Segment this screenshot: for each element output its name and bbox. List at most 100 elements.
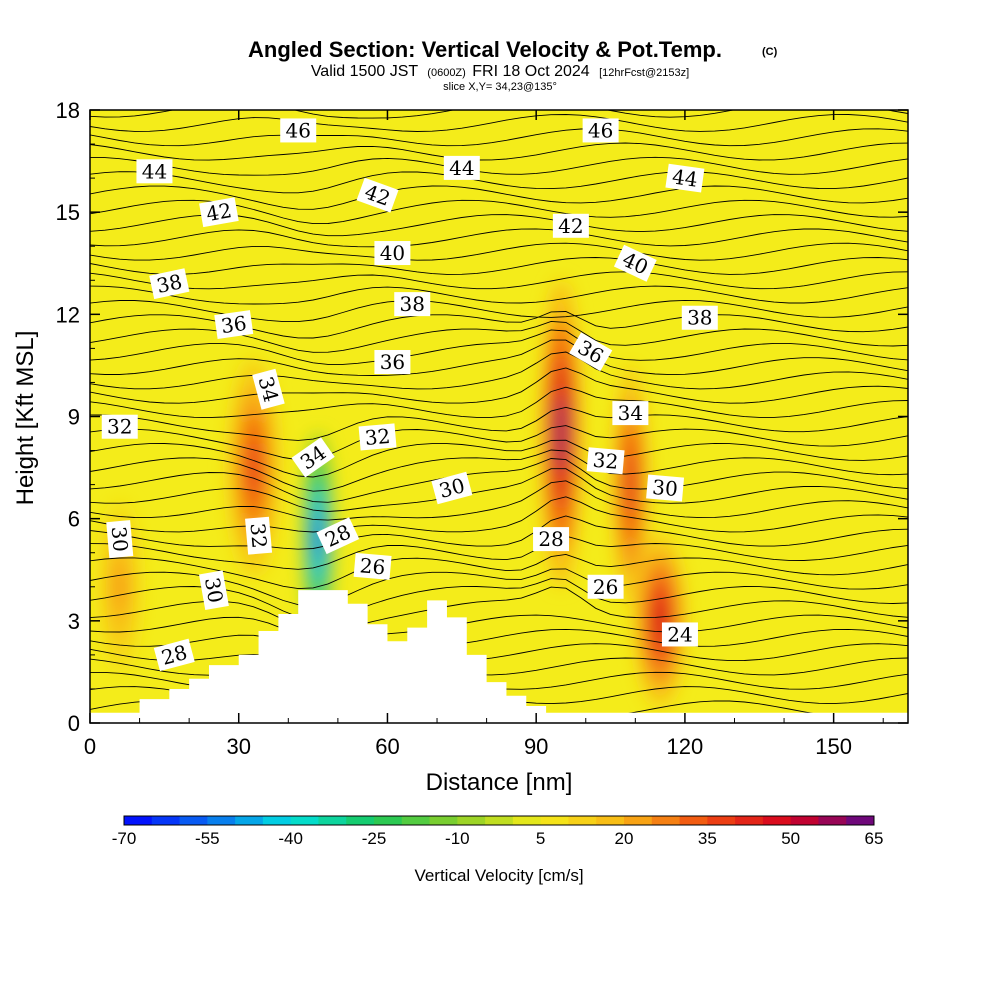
y-tick-label: 9 — [68, 405, 80, 430]
isentrope-line — [90, 171, 908, 194]
contour-label-text: 38 — [154, 269, 184, 298]
isentrope-line — [90, 329, 908, 365]
isentrope-line — [90, 496, 908, 533]
contour-label: 40 — [374, 241, 411, 266]
velocity-cell — [635, 535, 685, 706]
contour-label: 44 — [136, 159, 173, 184]
velocity-contour-band — [556, 395, 566, 472]
y-tick-label: 15 — [56, 200, 80, 225]
colorbar-frame — [123, 815, 875, 826]
isentrope-line — [90, 568, 908, 607]
colorbar-segment — [512, 816, 542, 825]
contour-label-box — [252, 368, 285, 410]
colorbar-segment — [540, 816, 569, 825]
contour-label-text: 30 — [651, 475, 678, 501]
contour-label: 30 — [198, 570, 229, 610]
isentrope-line — [90, 228, 908, 248]
colorbar-tick-label: -10 — [445, 829, 470, 848]
forecast-info: [12hrFcst@2153z] — [599, 67, 689, 79]
contour-label-text: 46 — [285, 118, 310, 142]
isentrope-line — [90, 614, 908, 641]
contour-label-box — [199, 197, 239, 228]
colorbar-tick-label: 5 — [536, 829, 545, 848]
colorbar-tick-label: 20 — [615, 829, 634, 848]
colorbar-segment — [151, 816, 181, 825]
contour-label-text: 36 — [219, 311, 248, 338]
contour-label-text: 42 — [558, 214, 583, 238]
isentrope-line — [90, 535, 908, 570]
contour-label: 38 — [394, 292, 431, 317]
isentrope-line — [90, 643, 908, 662]
y-tick-label: 18 — [56, 98, 80, 123]
contour-label-box — [374, 241, 411, 266]
x-tick-label: 150 — [815, 734, 852, 759]
contour-label-box — [612, 401, 649, 426]
velocity-cell — [541, 280, 581, 587]
contour-label-box — [153, 638, 195, 672]
x-tick-label: 30 — [226, 734, 250, 759]
isentrope-line — [90, 480, 908, 521]
x-tick-label: 90 — [524, 734, 548, 759]
valid-date: FRI 18 Oct 2024 — [472, 63, 589, 80]
contour-label-box — [443, 155, 480, 180]
contour-label-text: 40 — [380, 241, 405, 265]
valid-utc: (0600Z) — [427, 67, 466, 79]
contour-label-box — [291, 437, 335, 478]
contour-label-text: 38 — [400, 292, 425, 316]
colorbar-segment — [818, 816, 847, 825]
isentrope-line — [90, 458, 908, 503]
isentrope-line — [90, 425, 908, 461]
contour-label-box — [587, 574, 624, 599]
isentrope-line — [90, 271, 908, 290]
contour-label-text: 24 — [667, 622, 692, 646]
contour-label-text: 42 — [204, 198, 233, 226]
contour-label-text: 28 — [538, 527, 563, 551]
contour-label-text: 32 — [364, 424, 391, 450]
velocity-contour-band — [247, 440, 260, 495]
x-tick-label: 0 — [84, 734, 96, 759]
contour-label-box — [353, 552, 392, 580]
y-tick-label: 12 — [56, 302, 80, 327]
contour-label-box — [245, 516, 273, 555]
colorbar-segment — [846, 816, 875, 825]
contour-label: 42 — [199, 197, 239, 228]
contour-label-box — [136, 159, 173, 184]
colorbar-tick-label: -40 — [278, 829, 303, 848]
isentrope-line — [90, 628, 908, 650]
contour-label: 42 — [552, 213, 589, 238]
contour-label-box — [101, 414, 138, 439]
contour-label-box — [280, 118, 317, 143]
contour-label-box — [552, 213, 589, 238]
contour-label: 38 — [681, 305, 718, 330]
isentrope-line — [90, 386, 908, 419]
contour-label-box — [198, 570, 229, 610]
contour-label-text: 32 — [592, 448, 619, 474]
isentrope-line — [90, 339, 908, 376]
contour-label-box — [569, 332, 613, 372]
contour-label-box — [356, 177, 399, 213]
isentrope-line — [90, 406, 908, 441]
x-tick-label: 60 — [375, 734, 399, 759]
contour-label-box — [374, 350, 411, 375]
isentrope-line — [90, 553, 908, 590]
contour-label-text: 46 — [588, 118, 613, 142]
colorbar-tick-label: 35 — [698, 829, 717, 848]
colorbar-segment — [762, 816, 792, 825]
colorbar-segment — [124, 816, 153, 825]
chart-title: Angled Section: Vertical Velocity & Pot.… — [248, 37, 722, 62]
contour-label-box — [582, 118, 619, 143]
isentrope-line — [90, 242, 908, 261]
contour-label: 30 — [646, 474, 685, 502]
colorbar-segment — [735, 816, 764, 825]
colorbar-segment — [790, 816, 819, 825]
colorbar-segment — [707, 816, 736, 825]
contour-label: 36 — [214, 310, 254, 339]
contour-label: 34 — [612, 401, 649, 426]
isentrope-line — [90, 185, 908, 210]
colorbar-tick-label: 65 — [865, 829, 884, 848]
isentrope-line — [90, 468, 908, 512]
contour-label: 32 — [358, 423, 397, 451]
isentrope-line — [90, 367, 908, 404]
isentrope-line — [90, 515, 908, 550]
